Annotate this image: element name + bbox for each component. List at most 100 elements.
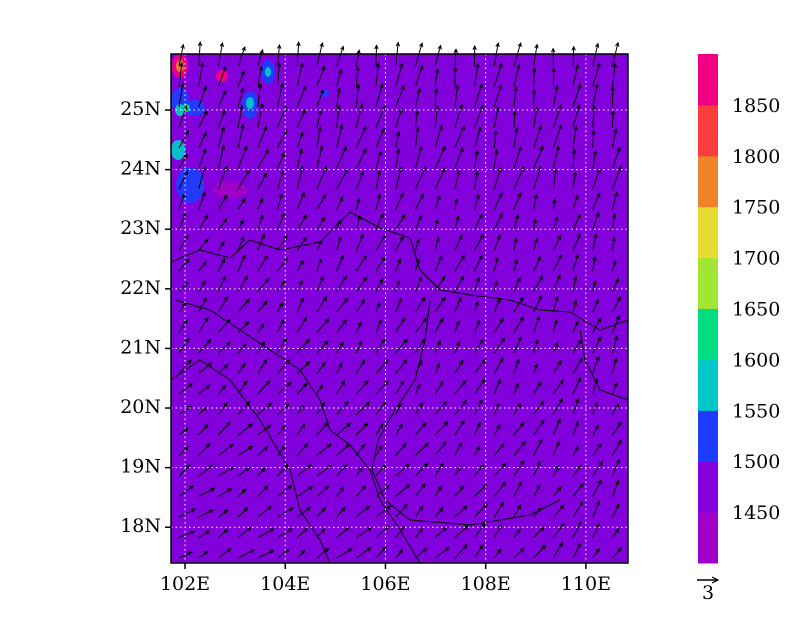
wind-arrow (493, 481, 507, 497)
wind-arrow (198, 530, 211, 538)
wind-arrow (572, 357, 583, 374)
wind-arrow (474, 358, 487, 374)
wind-arrow (336, 104, 341, 128)
wind-arrow (355, 125, 367, 149)
wind-arrow (513, 460, 525, 477)
wind-arrow (454, 275, 465, 292)
wind-arrow (178, 359, 192, 374)
wind-arrow (474, 445, 481, 456)
wind-arrow (474, 233, 484, 251)
wind-arrow (513, 276, 521, 292)
wind-arrow (592, 192, 601, 210)
wind-arrow (474, 421, 481, 436)
wind-arrow (395, 192, 404, 210)
wind-arrow (277, 128, 288, 149)
wind-arrow (355, 233, 364, 251)
wind-arrow (513, 86, 518, 108)
wind-arrow (591, 129, 596, 149)
wind-arrow (336, 68, 343, 87)
wind-arrow (572, 501, 584, 518)
wind-arrow (355, 340, 363, 354)
wind-arrow (572, 213, 581, 231)
wind-arrow (375, 338, 386, 354)
wind-arrow (316, 216, 326, 231)
wind-arrow (296, 259, 304, 272)
wind-arrow (257, 550, 275, 559)
wind-arrow (276, 62, 282, 87)
reference-label: 3 (702, 582, 714, 604)
wind-arrow (336, 506, 346, 518)
wind-arrow (257, 172, 267, 190)
wind-arrow (296, 108, 306, 128)
wind-arrow (414, 64, 424, 87)
wind-arrow (552, 522, 565, 538)
wind-arrow (296, 131, 304, 149)
wind-arrow (395, 148, 401, 169)
wind-arrow (513, 258, 519, 272)
wind-arrow (355, 49, 361, 67)
wind-arrow (257, 125, 268, 149)
wind-arrow (493, 337, 506, 354)
wind-arrow (198, 280, 207, 292)
wind-arrow (218, 509, 229, 518)
wind-arrow (198, 261, 207, 272)
wind-arrow (454, 379, 467, 395)
wind-arrow (513, 166, 525, 190)
wind-arrow (178, 153, 188, 169)
wind-arrow (533, 526, 545, 538)
colorbar: 1450 1500 1550 1600 1650 1700 1750 1800 1850 (698, 54, 780, 564)
wind-arrow (296, 316, 307, 333)
wind-arrow (296, 506, 312, 518)
wind-arrow (217, 194, 228, 210)
wind-arrow (237, 70, 245, 87)
colorbar-segment (698, 206, 718, 259)
wind-arrow (237, 506, 249, 518)
wind-arrow (336, 464, 348, 477)
wind-arrow (493, 378, 501, 395)
wind-arrow (355, 380, 369, 395)
wind-arrow (454, 254, 465, 272)
wind-arrow (316, 361, 326, 374)
wind-arrow (572, 482, 584, 497)
wind-arrow (572, 376, 582, 395)
wind-arrow (611, 128, 618, 149)
wind-arrow (513, 504, 522, 518)
wind-arrow (355, 170, 364, 190)
wind-arrow (513, 192, 522, 210)
wind-arrow (592, 211, 600, 231)
wind-arrow (257, 102, 265, 128)
wind-arrow (532, 217, 537, 231)
wind-arrow (474, 544, 484, 559)
wind-arrow (474, 300, 479, 313)
wind-arrow (198, 362, 213, 374)
wind-arrow (552, 464, 560, 477)
wind-arrow (434, 362, 440, 374)
wind-arrow (336, 196, 344, 210)
wind-arrow (178, 82, 185, 108)
wind-arrow (296, 338, 310, 354)
y-tick-label: 21N (120, 336, 161, 358)
wind-arrow (355, 197, 361, 210)
wind-arrow (336, 422, 352, 436)
wind-arrow (612, 547, 622, 559)
wind-arrow (474, 126, 482, 149)
wind-arrow (355, 321, 362, 333)
x-tick-label: 102E (160, 573, 210, 595)
wind-arrow (610, 85, 615, 108)
wind-arrow (493, 148, 499, 169)
x-tick-label: 108E (461, 573, 511, 595)
wind-arrow (336, 341, 344, 354)
wind-arrow (513, 336, 522, 354)
wind-arrow (198, 165, 207, 190)
wind-arrow (414, 166, 426, 190)
wind-arrow (493, 357, 504, 374)
wind-arrow (513, 127, 519, 149)
wind-arrow (434, 296, 446, 313)
wind-arrow (533, 125, 542, 149)
wind-arrow (257, 83, 263, 108)
wind-arrow (513, 421, 525, 436)
wind-arrow (572, 320, 579, 333)
border-line (371, 299, 561, 526)
contour-patch (176, 167, 204, 203)
wind-arrow (375, 525, 390, 538)
